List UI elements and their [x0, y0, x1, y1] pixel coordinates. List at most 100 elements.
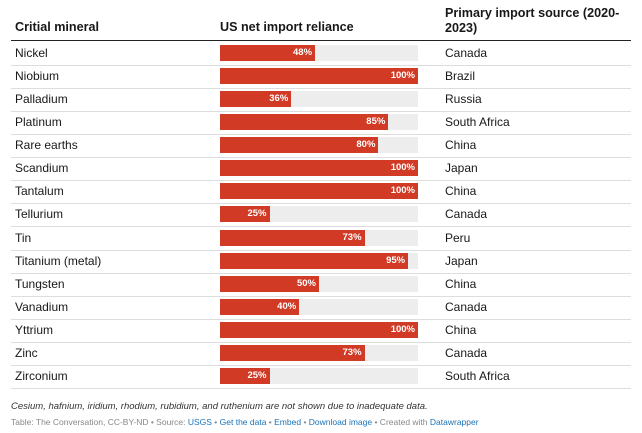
table-row: Tin 73% Peru: [11, 227, 631, 251]
reliance-bar: 36%: [220, 91, 292, 108]
import-source: Canada: [445, 345, 488, 360]
table-row: Titanium (metal) 95% Japan: [11, 250, 631, 274]
credit-line: Table: The Conversation, CC-BY-ND • Sour…: [11, 417, 479, 427]
bar-track: 36%: [220, 91, 418, 108]
table-row: Platinum 85% South Africa: [11, 111, 631, 136]
table-row: Rare earths 80% China: [11, 134, 631, 159]
bar-track: 50%: [220, 275, 418, 292]
mineral-name: Platinum: [15, 115, 62, 130]
table-row: Tungsten 50% China: [11, 273, 631, 297]
header-reliance: US net import reliance: [220, 20, 354, 34]
bar-value-label: 36%: [269, 93, 289, 105]
mineral-name: Tungsten: [15, 276, 65, 291]
reliance-bar: 80%: [220, 137, 379, 154]
mineral-name: Zinc: [15, 345, 38, 360]
mineral-name: Palladium: [15, 92, 68, 107]
reliance-bar: 40%: [220, 298, 300, 315]
import-source: China: [445, 184, 477, 199]
reliance-bar: 73%: [220, 229, 365, 246]
table-row: Zinc 73% Canada: [11, 342, 631, 366]
bar-value-label: 100%: [390, 70, 415, 82]
reliance-bar: 100%: [220, 68, 418, 85]
bar-value-label: 100%: [390, 185, 415, 197]
mineral-name: Titanium (metal): [15, 253, 102, 268]
table-row: Niobium 100% Brazil: [11, 65, 631, 90]
reliance-bar: 25%: [220, 206, 270, 223]
table-row: Zirconium 25% South Africa: [11, 365, 631, 389]
import-source: Brazil: [445, 69, 476, 84]
datawrapper-link[interactable]: Datawrapper: [429, 417, 479, 427]
reliance-bar: 85%: [220, 114, 389, 131]
import-source: Peru: [445, 230, 471, 245]
import-source: China: [445, 138, 477, 153]
bar-track: 100%: [220, 68, 418, 85]
bar-value-label: 85%: [366, 116, 386, 128]
bar-track: 100%: [220, 183, 418, 200]
footnote: Cesium, hafnium, iridium, rhodium, rubid…: [11, 401, 428, 412]
table-row: Nickel 48% Canada: [11, 42, 631, 66]
bar-value-label: 50%: [296, 277, 316, 289]
reliance-bar: 50%: [220, 275, 319, 292]
mineral-name: Scandium: [15, 161, 69, 176]
reliance-bar: 25%: [220, 367, 270, 384]
credit-sep: •: [211, 417, 220, 427]
bar-track: 25%: [220, 367, 418, 384]
bar-track: 73%: [220, 344, 418, 361]
import-source: South Africa: [445, 368, 510, 383]
bar-value-label: 73%: [342, 346, 362, 358]
import-source: Japan: [445, 161, 478, 176]
credit-prefix: Table: The Conversation, CC-BY-ND • Sour…: [11, 417, 188, 427]
bar-track: 48%: [220, 45, 418, 61]
reliance-bar: 100%: [220, 160, 418, 177]
get-data-link[interactable]: Get the data: [219, 417, 267, 427]
table-row: Vanadium 40% Canada: [11, 296, 631, 320]
header-mineral: Critial mineral: [15, 20, 99, 34]
reliance-bar: 48%: [220, 45, 316, 61]
reliance-bar: 95%: [220, 252, 409, 269]
mineral-name: Tellurium: [15, 207, 64, 222]
import-source: China: [445, 322, 477, 337]
table-row: Yttrium 100% China: [11, 319, 631, 343]
bar-track: 80%: [220, 137, 418, 154]
bar-value-label: 100%: [390, 162, 415, 174]
bar-track: 85%: [220, 114, 418, 131]
table-row: Scandium 100% Japan: [11, 157, 631, 182]
reliance-bar: 100%: [220, 321, 418, 338]
bar-track: 40%: [220, 298, 418, 315]
bar-value-label: 100%: [390, 323, 415, 335]
bar-value-label: 80%: [356, 139, 376, 151]
created-with-text: • Created with: [372, 417, 430, 427]
import-source: Japan: [445, 253, 478, 268]
table-row: Palladium 36% Russia: [11, 88, 631, 113]
embed-link[interactable]: Embed: [274, 417, 302, 427]
table-row: Tellurium 25% Canada: [11, 203, 631, 228]
import-source: South Africa: [445, 115, 510, 130]
bar-track: 95%: [220, 252, 418, 269]
bar-track: 100%: [220, 160, 418, 177]
mineral-name: Tin: [15, 230, 32, 245]
bar-value-label: 40%: [277, 300, 297, 312]
bar-track: 25%: [220, 206, 418, 223]
bar-value-label: 48%: [293, 47, 313, 58]
import-source: Russia: [445, 92, 482, 107]
mineral-name: Zirconium: [15, 368, 68, 383]
table-header: Critial mineral US net import reliance P…: [11, 6, 631, 41]
import-source: China: [445, 276, 477, 291]
mineral-name: Tantalum: [15, 184, 64, 199]
bar-value-label: 25%: [247, 208, 267, 220]
header-source: Primary import source (2020-2023): [445, 6, 620, 35]
bar-value-label: 25%: [247, 369, 267, 381]
import-source: Canada: [445, 46, 488, 60]
bar-track: 73%: [220, 229, 418, 246]
mineral-name: Nickel: [15, 46, 48, 60]
download-image-link[interactable]: Download image: [308, 417, 373, 427]
bar-value-label: 95%: [386, 254, 406, 266]
credit-sep: •: [266, 417, 275, 427]
import-source: Canada: [445, 207, 488, 222]
mineral-name: Yttrium: [15, 322, 54, 337]
credit-sep: •: [301, 417, 309, 427]
import-source: Canada: [445, 299, 488, 314]
mineral-name: Niobium: [15, 69, 60, 84]
mineral-name: Vanadium: [15, 299, 69, 314]
source-link[interactable]: USGS: [187, 417, 212, 427]
